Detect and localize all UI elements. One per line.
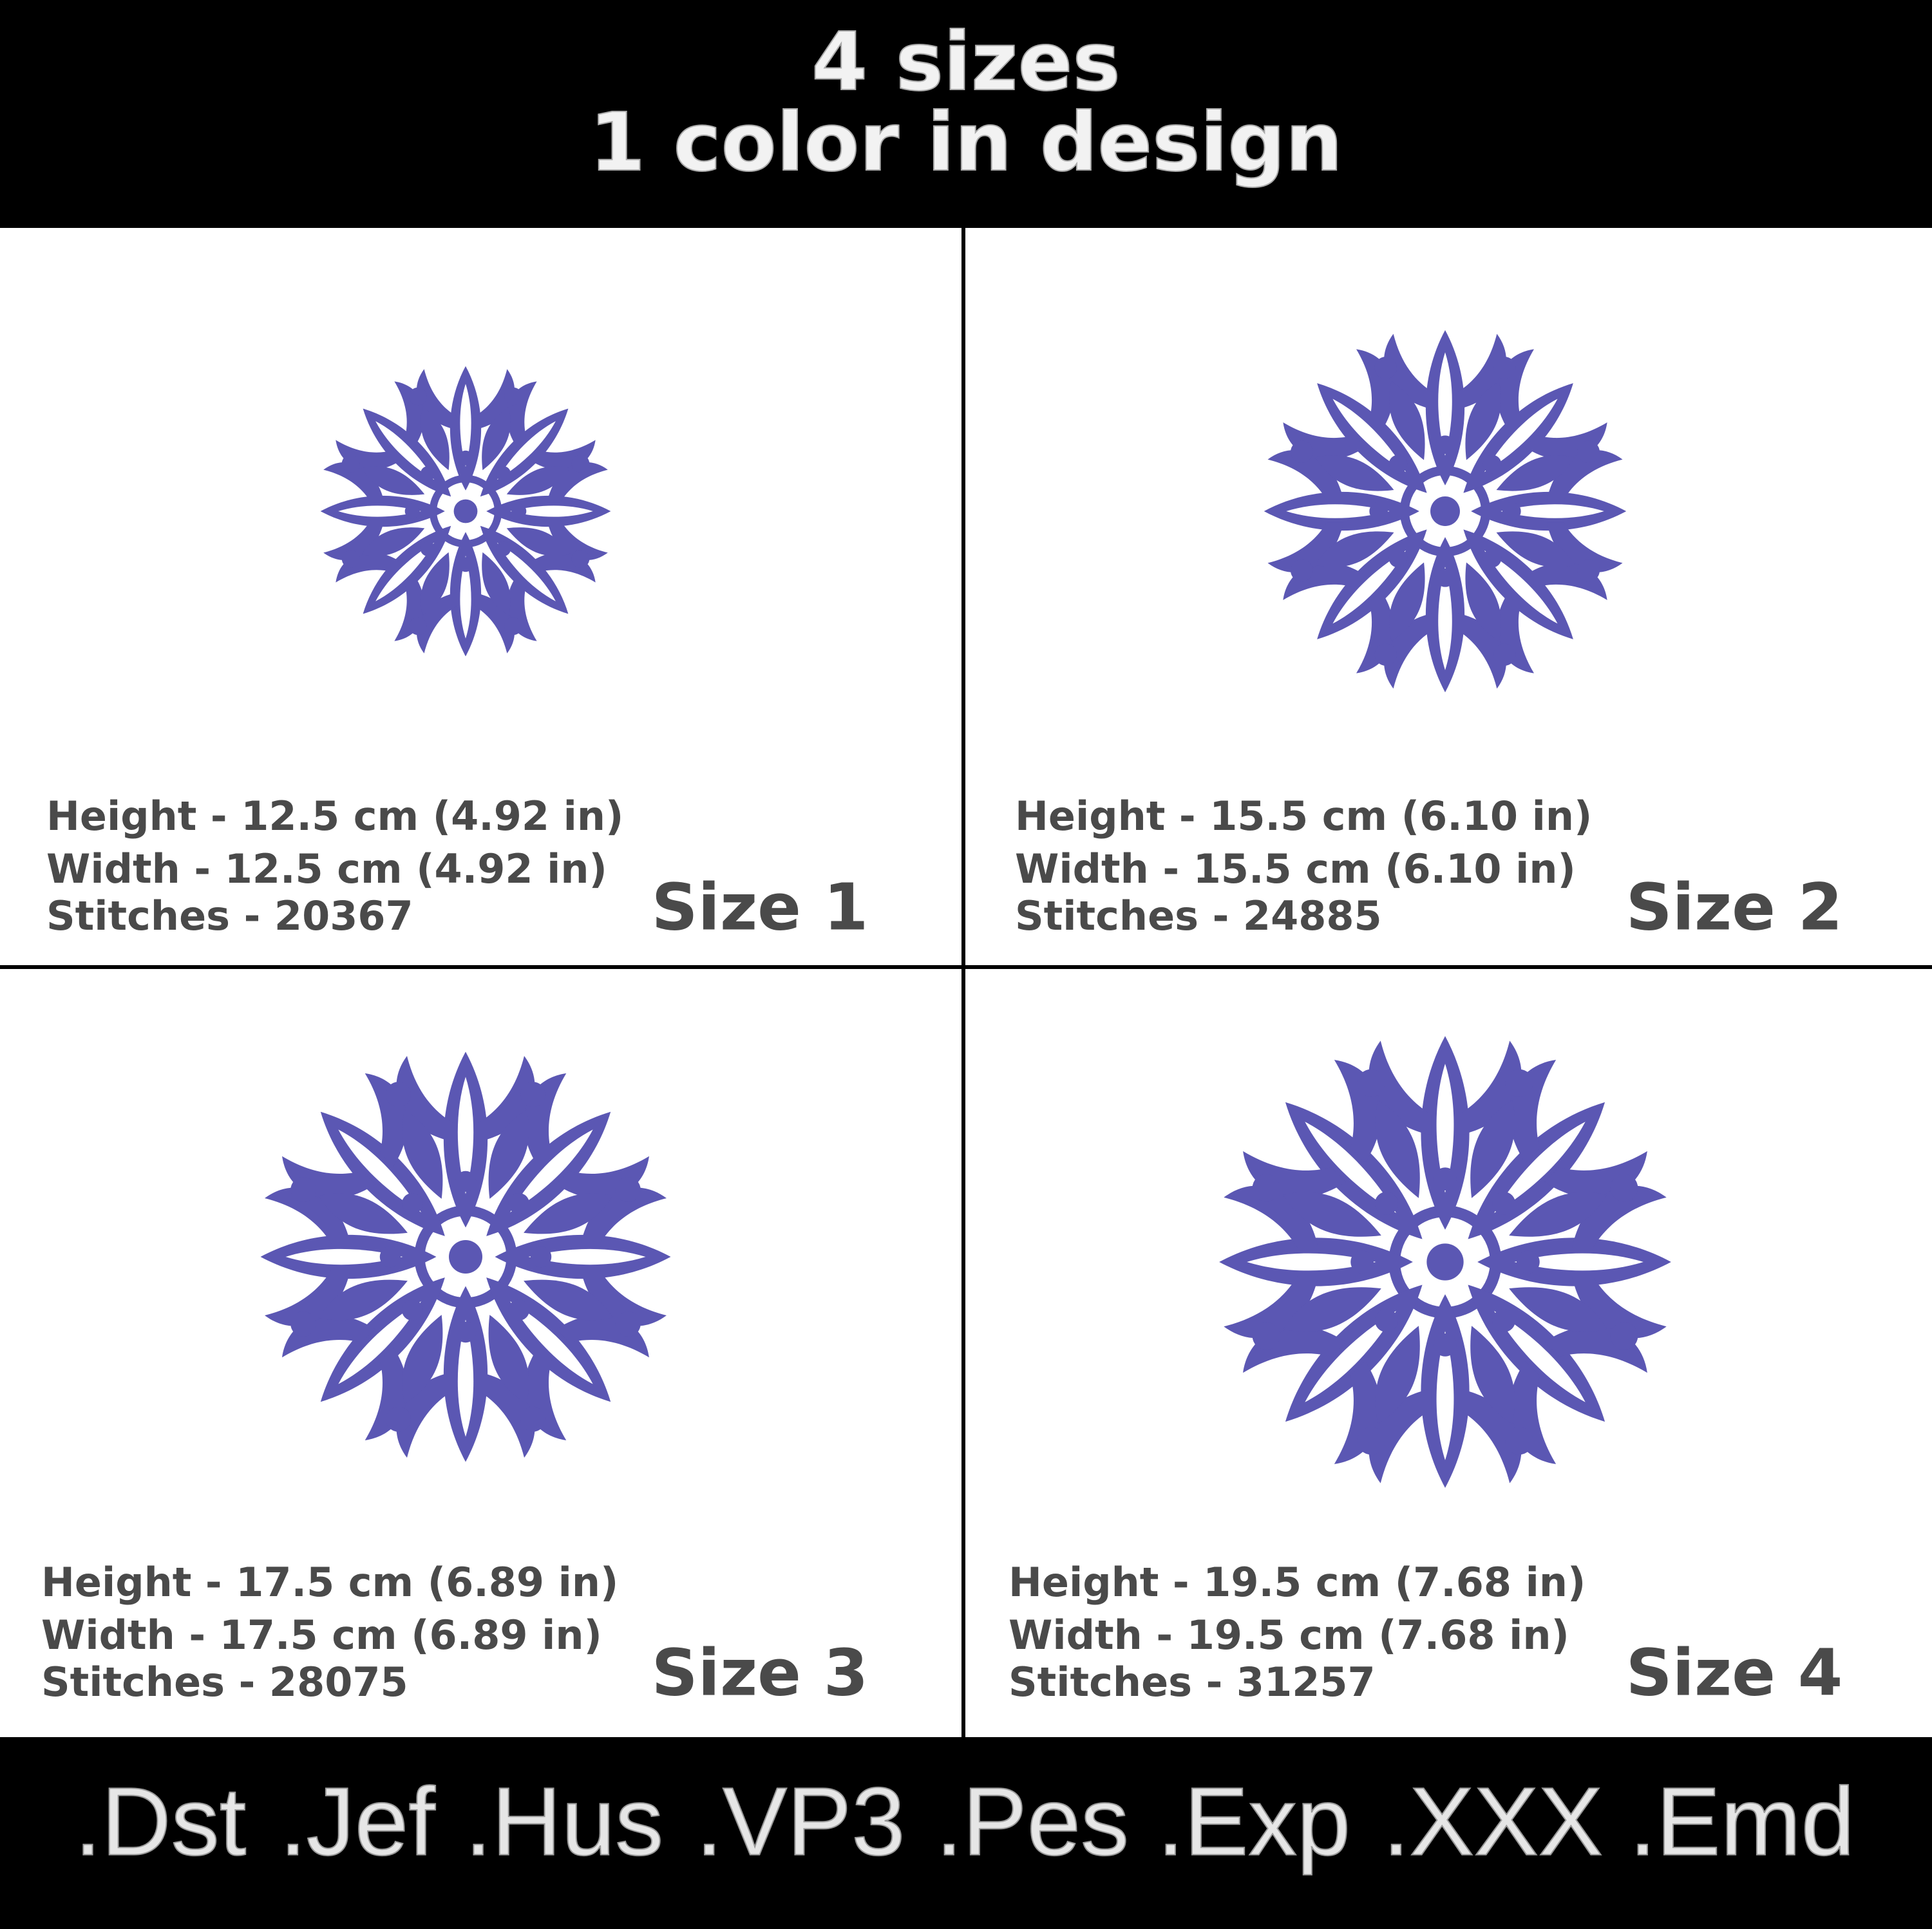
header-line: 4 sizes <box>811 15 1121 109</box>
stitches-text: Stitches - 28075 <box>41 1659 408 1706</box>
panel: Height - 12.5 cm (4.92 in) Width - 12.5 … <box>46 793 868 945</box>
format-list: .Dst .Jef .Hus .VP3 .Pes .Exp .XXX .Emd <box>74 1767 1855 1876</box>
size-label: Size 2 <box>1626 869 1843 945</box>
width-text: Width - 19.5 cm (7.68 in) <box>1009 1612 1569 1659</box>
design-image <box>261 1052 671 1462</box>
header-band <box>0 0 1932 228</box>
width-text: Width - 17.5 cm (6.89 in) <box>41 1612 602 1659</box>
height-text: Height - 19.5 cm (7.68 in) <box>1009 1559 1586 1606</box>
stitches-text: Stitches - 31257 <box>1009 1659 1376 1706</box>
format-label: .Emd <box>1629 1767 1855 1876</box>
stitches-text: Stitches - 20367 <box>46 892 413 939</box>
width-text: Width - 12.5 cm (4.92 in) <box>46 845 607 892</box>
width-text: Width - 15.5 cm (6.10 in) <box>1015 845 1576 892</box>
format-label: .Pes <box>936 1767 1129 1876</box>
format-label: .Jef <box>279 1767 435 1876</box>
height-text: Height - 15.5 cm (6.10 in) <box>1015 793 1592 840</box>
format-label: .Exp <box>1157 1767 1350 1876</box>
height-text: Height - 12.5 cm (4.92 in) <box>46 793 623 840</box>
size-label: Size 1 <box>652 869 869 945</box>
stitches-text: Stitches - 24885 <box>1015 892 1382 939</box>
panel: Height - 19.5 cm (7.68 in) Width - 19.5 … <box>1009 1559 1842 1710</box>
panel: Height - 17.5 cm (6.89 in) Width - 17.5 … <box>41 1559 868 1710</box>
format-label: .Hus <box>465 1767 663 1876</box>
size-label: Size 4 <box>1626 1635 1843 1710</box>
header-line: 1 color in design <box>589 96 1343 189</box>
height-text: Height - 17.5 cm (6.89 in) <box>41 1559 618 1606</box>
design-image <box>1219 1036 1671 1488</box>
design-image <box>321 366 611 657</box>
footer-band <box>0 1737 1932 1929</box>
design-image <box>1264 330 1627 693</box>
format-label: .XXX <box>1383 1767 1603 1876</box>
panel: Height - 15.5 cm (6.10 in) Width - 15.5 … <box>1015 793 1842 945</box>
format-label: .Dst <box>75 1767 247 1876</box>
size-label: Size 3 <box>652 1635 869 1710</box>
format-label: .VP3 <box>696 1767 905 1876</box>
